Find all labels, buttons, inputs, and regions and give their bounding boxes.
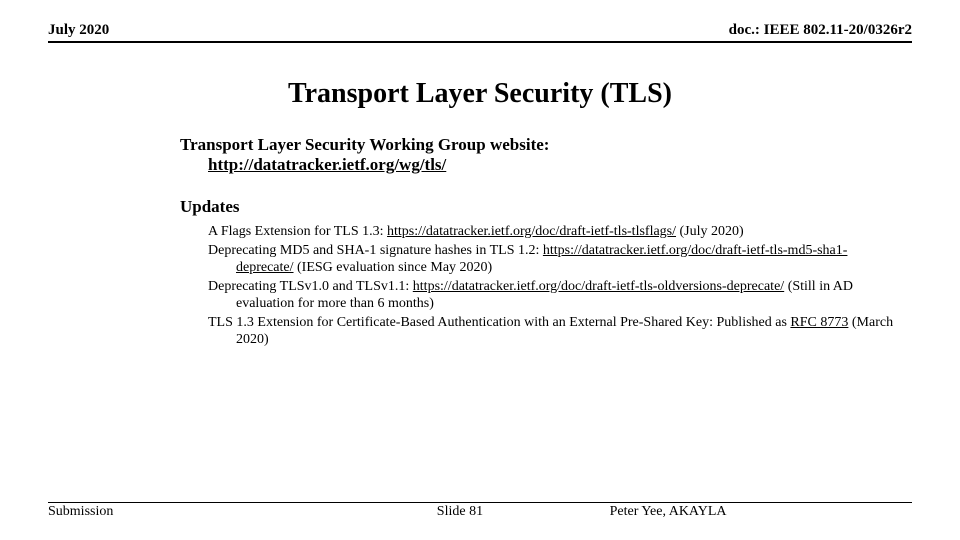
wg-label: Transport Layer Security Working Group w… (180, 135, 900, 155)
page-title: Transport Layer Security (TLS) (0, 78, 960, 110)
page-header: July 2020 doc.: IEEE 802.11-20/0326r2 (48, 22, 912, 43)
header-docref: doc.: IEEE 802.11-20/0326r2 (729, 22, 912, 39)
update-item: Deprecating TLSv1.0 and TLSv1.1: https:/… (208, 278, 900, 313)
footer-slide-number: Slide 81 (437, 504, 610, 520)
update-link[interactable]: https://datatracker.ietf.org/doc/draft-i… (413, 279, 784, 294)
footer-author: Peter Yee, AKAYLA (610, 504, 912, 520)
footer-submission: Submission (48, 504, 437, 520)
updates-heading: Updates (180, 197, 900, 217)
update-item: A Flags Extension for TLS 1.3: https://d… (208, 223, 900, 241)
update-pre: TLS 1.3 Extension for Certificate-Based … (208, 315, 790, 330)
update-item: TLS 1.3 Extension for Certificate-Based … (208, 314, 900, 349)
header-date: July 2020 (48, 22, 109, 39)
content-region: Transport Layer Security Working Group w… (180, 135, 900, 350)
wg-link[interactable]: http://datatracker.ietf.org/wg/tls/ (208, 155, 446, 175)
update-pre: Deprecating TLSv1.0 and TLSv1.1: (208, 279, 413, 294)
update-pre: A Flags Extension for TLS 1.3: (208, 224, 387, 239)
update-link[interactable]: RFC 8773 (790, 315, 848, 330)
update-pre: Deprecating MD5 and SHA-1 signature hash… (208, 243, 543, 258)
update-post: (July 2020) (676, 224, 744, 239)
update-item: Deprecating MD5 and SHA-1 signature hash… (208, 242, 900, 277)
update-link[interactable]: https://datatracker.ietf.org/doc/draft-i… (387, 224, 676, 239)
page-footer: Submission Slide 81 Peter Yee, AKAYLA (48, 502, 912, 520)
update-post: (IESG evaluation since May 2020) (294, 260, 493, 275)
updates-list: A Flags Extension for TLS 1.3: https://d… (208, 223, 900, 349)
